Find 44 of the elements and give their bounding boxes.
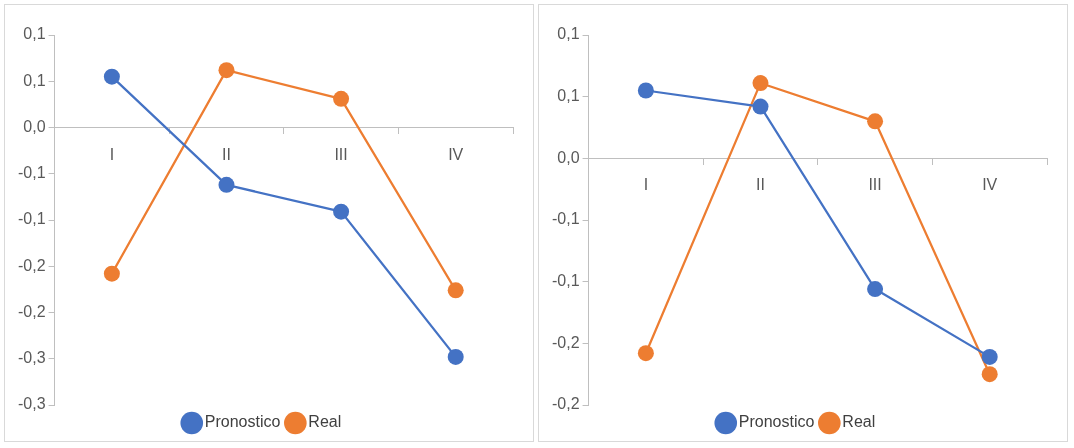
y-tick-label: 0,1 [23, 25, 46, 43]
legend-label: Real [842, 413, 876, 431]
y-tick-label: -0,1 [551, 210, 580, 228]
y-tick-label: -0,3 [17, 395, 46, 413]
point [103, 68, 120, 85]
point [752, 75, 769, 92]
x-tick-label: II [222, 145, 231, 163]
y-tick-label: 0,0 [23, 117, 46, 135]
x-tick-label: III [868, 176, 882, 194]
y-tick-label: 0,0 [557, 148, 580, 166]
point [218, 176, 235, 193]
point [333, 203, 350, 220]
y-tick-label: -0,3 [17, 349, 46, 367]
point [637, 82, 654, 99]
y-tick-label: 0,1 [557, 25, 580, 43]
point [981, 366, 998, 383]
y-tick-label: -0,2 [551, 395, 580, 413]
x-tick-label: IV [448, 145, 464, 163]
point [867, 113, 884, 130]
y-tick-label: -0,2 [17, 302, 46, 320]
point [333, 90, 350, 107]
legend-label: Real [308, 413, 342, 431]
y-tick-label: -0,2 [17, 256, 46, 274]
point [867, 281, 884, 298]
point [447, 282, 464, 299]
point [103, 265, 120, 282]
point [637, 345, 654, 362]
point [218, 62, 235, 79]
y-tick-label: -0,1 [551, 272, 580, 290]
point [447, 348, 464, 365]
x-tick-label: I [109, 145, 115, 163]
x-tick-label: IV [982, 176, 998, 194]
point [752, 98, 769, 115]
y-tick-label: 0,1 [557, 87, 580, 105]
legend-label: Pronostico [204, 413, 281, 431]
y-tick-label: -0,1 [17, 210, 46, 228]
point [981, 348, 998, 365]
x-tick-label: II [756, 176, 765, 194]
x-tick-label: I [643, 176, 649, 194]
legend-label: Pronostico [738, 413, 815, 431]
y-tick-label: 0,1 [23, 71, 46, 89]
y-tick-label: -0,2 [551, 333, 580, 351]
x-tick-label: III [334, 145, 348, 163]
y-tick-label: -0,1 [17, 164, 46, 182]
